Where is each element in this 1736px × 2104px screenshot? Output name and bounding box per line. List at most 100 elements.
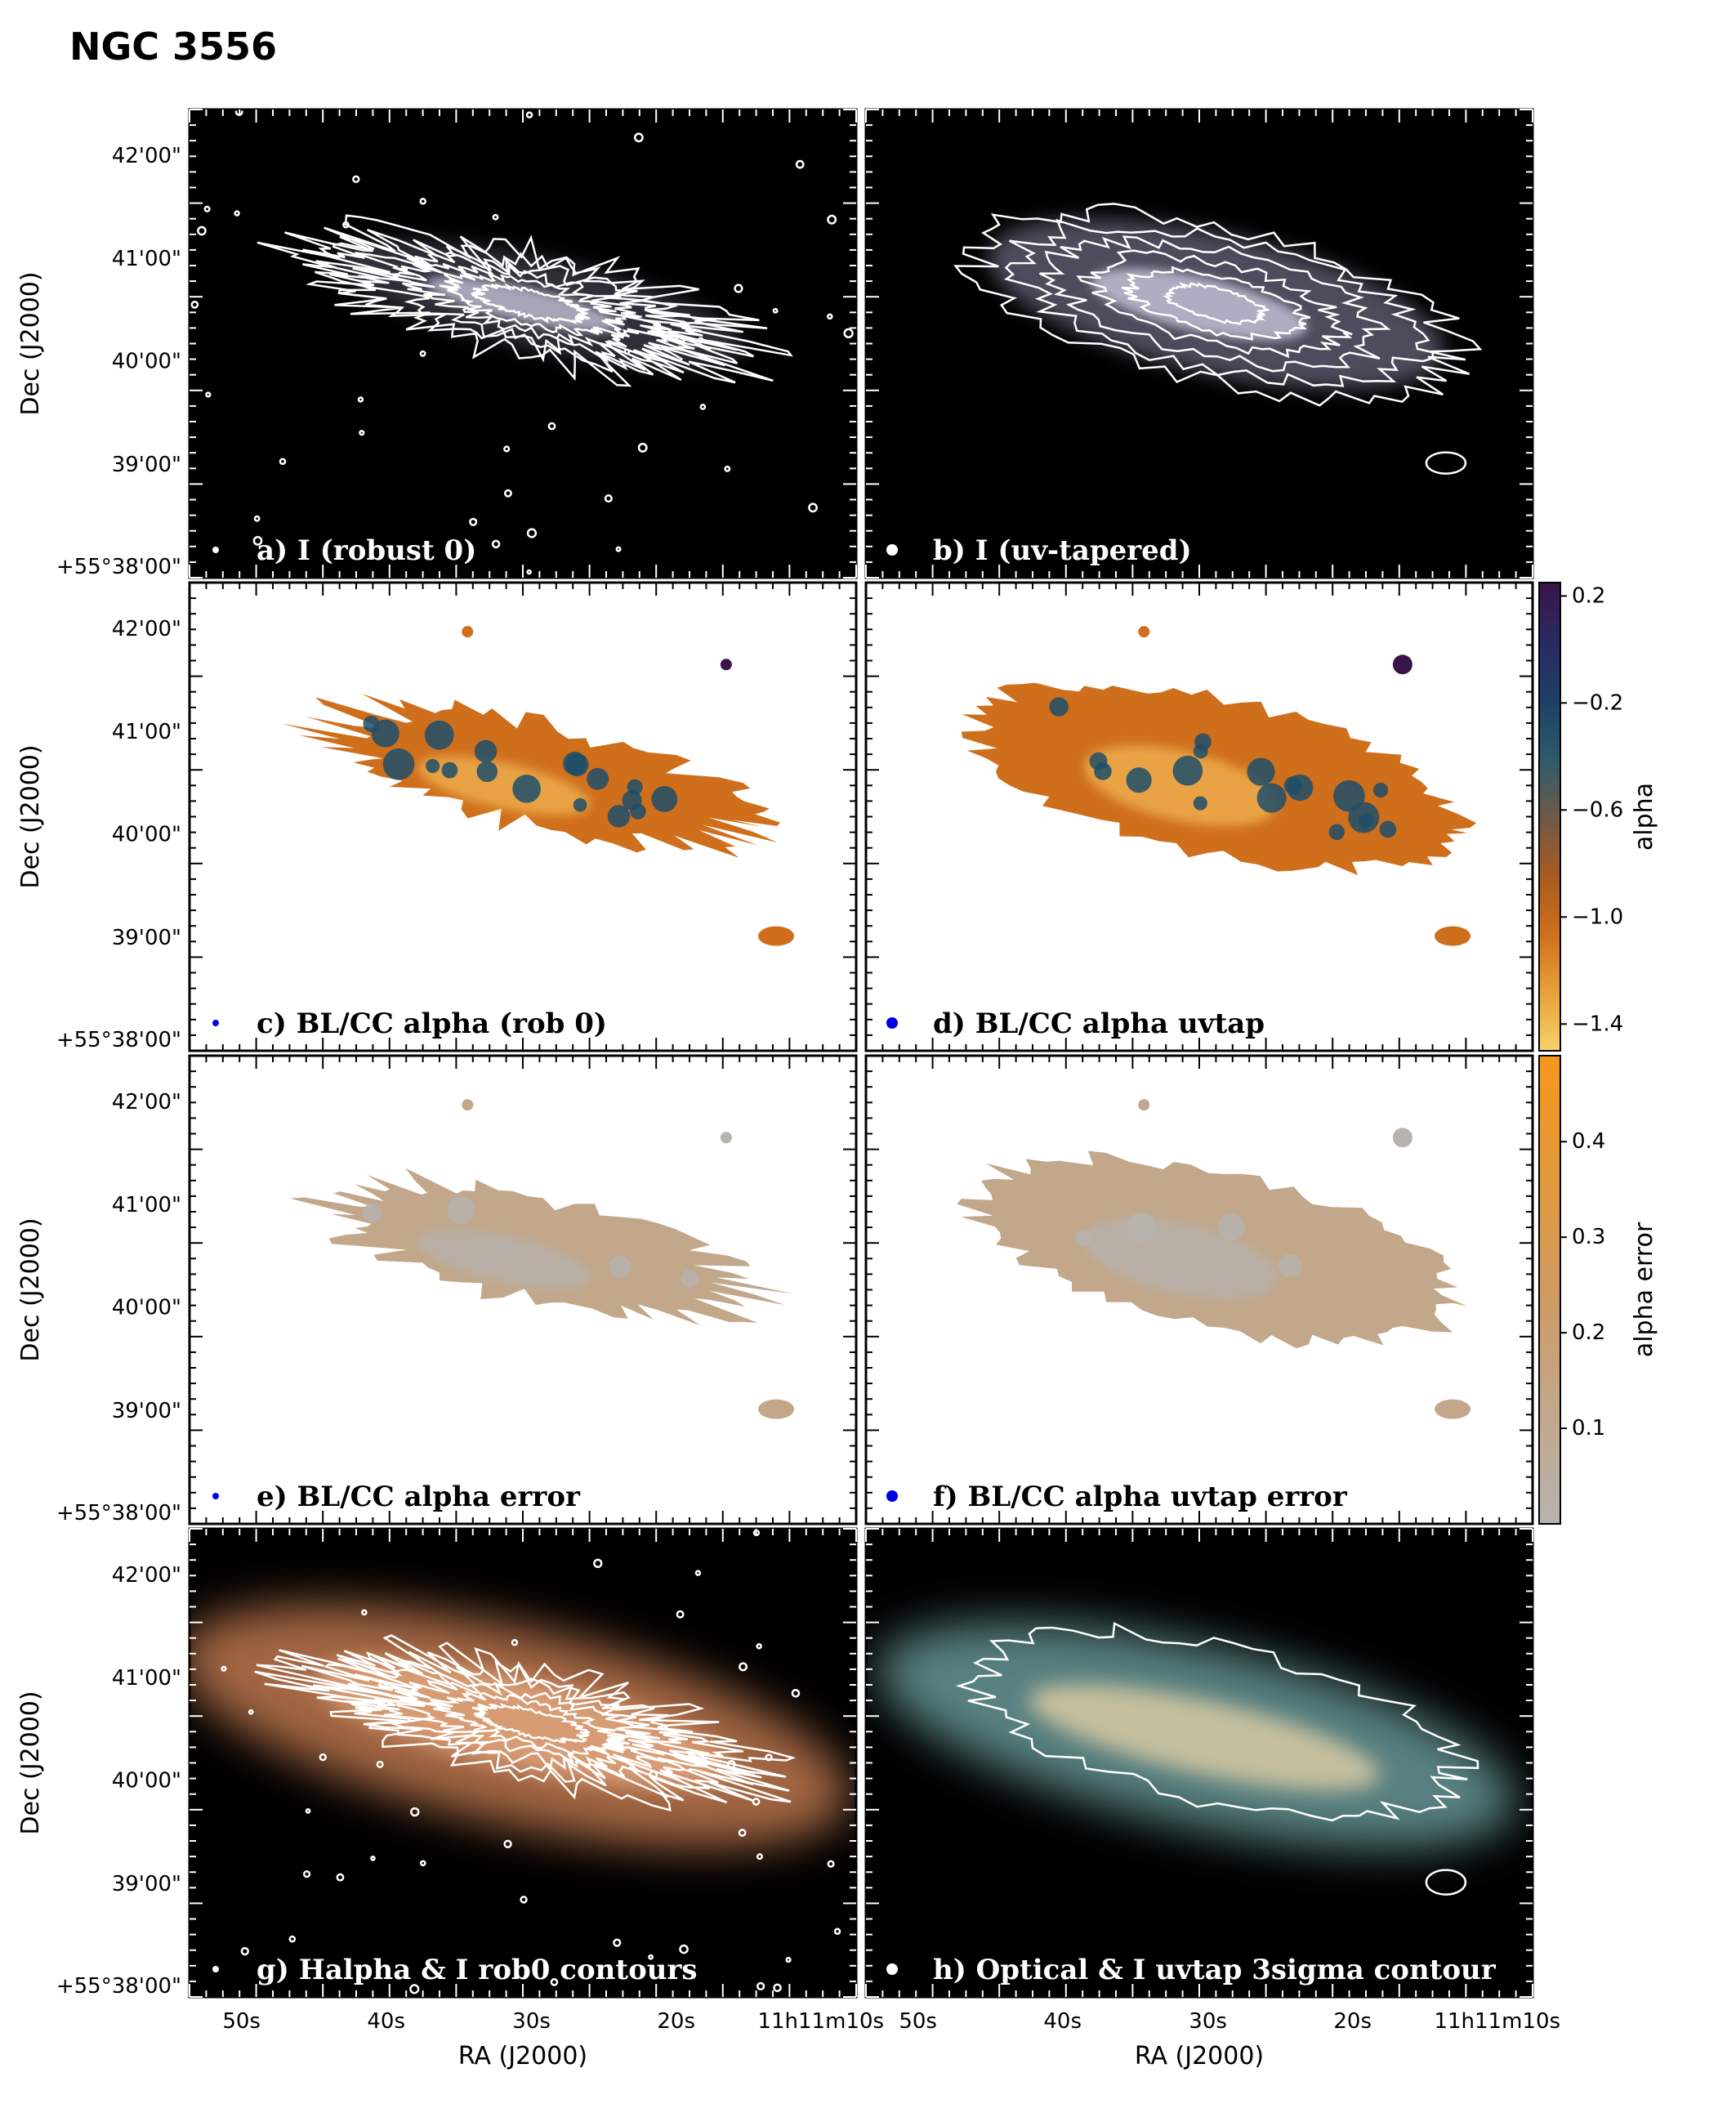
x-axis-label: RA (J2000) bbox=[1135, 2042, 1264, 2070]
alpha-steep-spot bbox=[1247, 757, 1275, 786]
beam-marker bbox=[212, 547, 219, 553]
noise-contour bbox=[637, 442, 648, 453]
noise-contour bbox=[409, 1984, 420, 1995]
x-tick-label: 11h11m10s bbox=[1434, 2009, 1560, 2034]
contour-line bbox=[1003, 218, 1435, 387]
panel-ticks bbox=[865, 582, 1533, 1052]
noise-contour bbox=[648, 1954, 654, 1960]
contour-line bbox=[428, 1690, 630, 1756]
noise-contour bbox=[808, 503, 818, 513]
noise-contour bbox=[739, 1662, 748, 1672]
noise-contour bbox=[503, 445, 511, 453]
panel-label: d) BL/CC alpha uvtap bbox=[933, 1007, 1265, 1040]
alpha-steep-spot bbox=[1348, 802, 1380, 833]
alpha-steep-spot bbox=[1287, 774, 1314, 802]
beam-marker bbox=[212, 1493, 219, 1499]
contour-line bbox=[471, 283, 591, 324]
noise-contour bbox=[221, 1665, 227, 1672]
colorbar-label: alpha error bbox=[1630, 1222, 1658, 1357]
noise-contour bbox=[752, 1798, 761, 1806]
noise-contour bbox=[676, 1610, 685, 1619]
noise-contour bbox=[190, 300, 199, 309]
contour-line bbox=[1076, 249, 1353, 359]
x-tick-label: 40s bbox=[1043, 2009, 1082, 2034]
noise-contour bbox=[419, 1860, 426, 1867]
noise-contour bbox=[503, 489, 512, 498]
noise-contour bbox=[253, 515, 261, 522]
panel-label: a) I (robust 0) bbox=[257, 534, 476, 567]
panel-label: f) BL/CC alpha uvtap error bbox=[933, 1481, 1348, 1513]
noise-contour bbox=[827, 313, 833, 320]
y-tick-label: +55°38'00" bbox=[56, 1028, 181, 1052]
y-axis-label: Dec (J2000) bbox=[16, 744, 45, 888]
y-axis-label: Dec (J2000) bbox=[16, 1691, 45, 1834]
noise-contour bbox=[756, 1981, 765, 1990]
noise-contour bbox=[694, 1570, 702, 1576]
noise-contour bbox=[756, 1643, 762, 1650]
compact-source bbox=[462, 1099, 474, 1111]
noise-contour bbox=[361, 1609, 368, 1616]
noise-contour bbox=[547, 422, 556, 431]
noise-contour bbox=[240, 1946, 249, 1956]
contour-line bbox=[471, 1703, 591, 1744]
y-tick-label: 41'00" bbox=[112, 1666, 181, 1691]
companion-source bbox=[1435, 926, 1471, 946]
y-tick-label: +55°38'00" bbox=[56, 1974, 181, 1999]
colorbar-label: alpha bbox=[1630, 783, 1658, 851]
panel-h: h) Optical & I uvtap 3sigma contour 50s 40… bbox=[864, 1527, 1560, 2070]
noise-contour bbox=[419, 350, 426, 357]
y-tick-label: 41'00" bbox=[112, 720, 181, 744]
y-tick-label: 42'00" bbox=[112, 1090, 181, 1115]
alpha-steep-spot bbox=[476, 761, 498, 783]
noise-contour bbox=[305, 1808, 311, 1814]
panel-f: f) BL/CC alpha uvtap error bbox=[864, 1054, 1534, 1526]
contour-line bbox=[301, 1650, 756, 1798]
alpha-steep-spot bbox=[607, 805, 631, 828]
y-tick-label: 39'00" bbox=[112, 1399, 181, 1423]
contour-line bbox=[257, 214, 793, 387]
y-axis-label: Dec (J2000) bbox=[16, 271, 45, 415]
noise-contour bbox=[623, 348, 631, 355]
page-title: NGC 3556 bbox=[69, 25, 278, 69]
y-tick-label: 39'00" bbox=[112, 1872, 181, 1896]
panel-ticks bbox=[189, 109, 857, 578]
companion-source bbox=[758, 1399, 795, 1419]
panel-c: c) BL/CC alpha (rob 0) 42'00" 41'00" 40'00"… bbox=[16, 581, 858, 1052]
alpha-steep-spot bbox=[1256, 783, 1287, 813]
noise-contour bbox=[526, 569, 532, 575]
panel-ticks bbox=[189, 1528, 857, 1998]
alpha-steep-spot bbox=[363, 1203, 382, 1222]
panel-e: e) BL/CC alpha error 42'00" 41'00" 40'00" 39… bbox=[16, 1054, 858, 1526]
y-tick-label: 40'00" bbox=[112, 823, 181, 847]
beam-marker bbox=[886, 1017, 898, 1029]
noise-contour bbox=[520, 1896, 528, 1904]
colorbar-tick-label: 0.4 bbox=[1572, 1129, 1605, 1154]
noise-contour bbox=[357, 396, 364, 403]
colorbar-tick-label: −1.4 bbox=[1572, 1012, 1623, 1036]
panel-ticks bbox=[189, 1055, 857, 1525]
panel-ticks bbox=[865, 109, 1533, 578]
noise-contour bbox=[205, 391, 212, 398]
x-tick-label: 30s bbox=[512, 2009, 551, 2034]
galaxy-core bbox=[426, 276, 620, 333]
alpha-steep-spot bbox=[1049, 697, 1069, 717]
noise-contour bbox=[593, 1558, 603, 1569]
contour-line bbox=[953, 203, 1483, 407]
colorbar-tick-label: −1.0 bbox=[1572, 905, 1623, 929]
alpha-flat-region bbox=[417, 756, 591, 815]
alpha-steep-spot bbox=[1172, 755, 1203, 786]
alpha-steep-spot bbox=[1278, 1253, 1301, 1277]
noise-contour bbox=[279, 458, 287, 466]
noise-contour bbox=[734, 284, 743, 293]
alpha-steep-spot bbox=[681, 1270, 699, 1288]
colorbar-alpha-error: 0.4 0.3 0.2 0.1 alpha error bbox=[1538, 1055, 1658, 1525]
noise-contour bbox=[525, 111, 533, 118]
noise-contour bbox=[352, 175, 360, 183]
alpha-steep-spot bbox=[587, 767, 609, 790]
compact-source bbox=[1138, 626, 1150, 638]
noise-contour bbox=[615, 546, 622, 552]
noise-contour bbox=[288, 1935, 297, 1943]
alpha-steep-spot bbox=[609, 1255, 631, 1278]
alpha-steep-spot bbox=[1217, 1213, 1245, 1241]
panel-label: h) Optical & I uvtap 3sigma contour bbox=[933, 1954, 1497, 1986]
